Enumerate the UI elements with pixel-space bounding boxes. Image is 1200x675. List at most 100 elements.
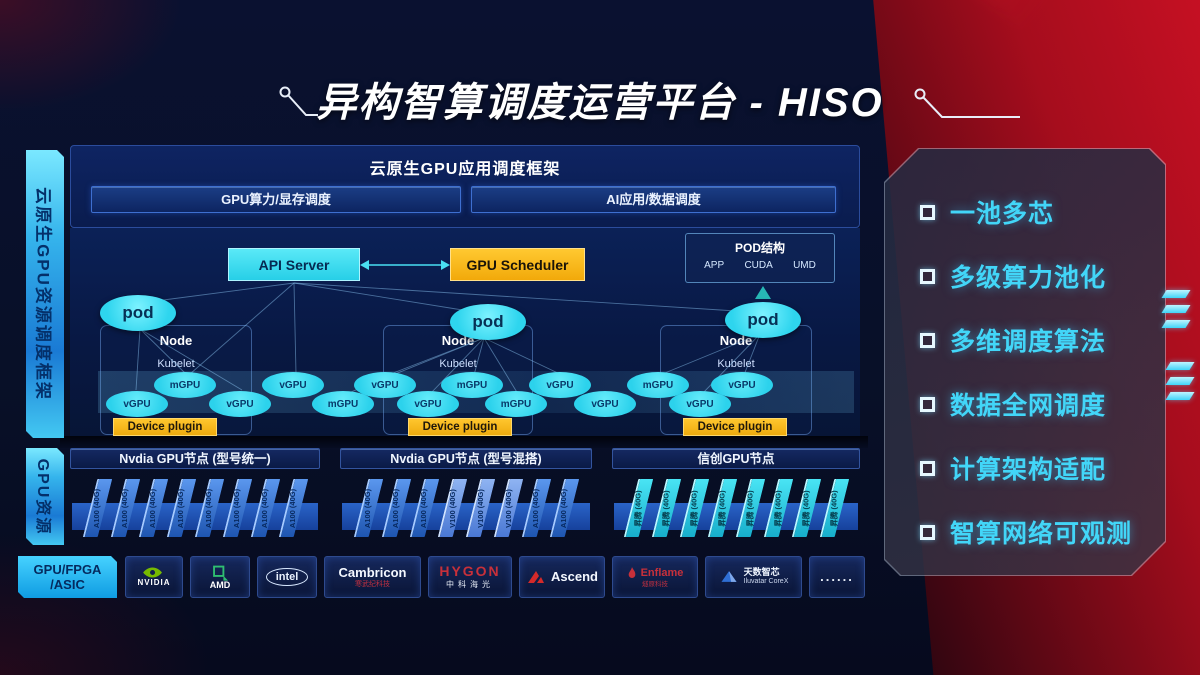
left-rail-gpu-label: GPU资源 xyxy=(34,458,51,535)
hazard-stripes-icon xyxy=(1165,362,1195,407)
gpu-node-group-title: Nvdia GPU节点 (型号统一) xyxy=(70,448,320,469)
horizontal-separator xyxy=(60,436,868,448)
gpu-ellipse: vGPU xyxy=(397,391,459,417)
kubelet-label: Kubelet xyxy=(439,358,477,370)
hardware-type-line1: GPU/FPGA xyxy=(33,562,102,577)
gpu-card: 昇腾 (40G) xyxy=(679,479,709,537)
device-plugin-3: Device plugin xyxy=(683,418,787,436)
gpu-ellipse: vGPU xyxy=(354,372,416,398)
feature-item: 一池多芯 xyxy=(920,192,1132,232)
gpu-ellipse: mGPU xyxy=(441,372,503,398)
gpu-scheduler-box: GPU Scheduler xyxy=(450,248,585,281)
square-bullet-icon xyxy=(920,205,935,220)
cambricon-logo: Cambricon 寒武纪科技 xyxy=(324,556,421,598)
app-scheduling-frame: 云原生GPU应用调度框架 GPU算力/显存调度 AI应用/数据调度 xyxy=(70,145,860,228)
left-rail-gpu-bar: GPU资源 xyxy=(26,448,64,545)
gpu-card: 昇腾 (40G) xyxy=(791,479,821,537)
gpu-ellipse: vGPU xyxy=(106,391,168,417)
square-bullet-icon xyxy=(920,461,935,476)
gpu-card: A100 (40G) xyxy=(278,479,308,537)
square-bullet-icon xyxy=(920,333,935,348)
gpu-card: A100 (40G) xyxy=(166,479,196,537)
hardware-type-line2: /ASIC xyxy=(50,577,85,592)
pod-structure-arrow-icon xyxy=(755,286,771,299)
more-vendors-box: ...... xyxy=(809,556,865,598)
gpu-ellipse: vGPU xyxy=(209,391,271,417)
app-frame-title: 云原生GPU应用调度框架 xyxy=(369,161,561,178)
node-label: Node xyxy=(719,333,753,348)
nvidia-eye-icon xyxy=(143,567,162,578)
kubelet-label: Kubelet xyxy=(101,358,251,370)
gpu-ellipse: mGPU xyxy=(312,391,374,417)
vendor-logo-row: NVIDIA AMD intel Cambricon 寒武纪科技 HYGON 中… xyxy=(125,556,865,598)
pod-ellipse-1: pod xyxy=(100,295,176,331)
feature-panel-background xyxy=(885,149,1165,575)
gpu-node-group-uniform: Nvdia GPU节点 (型号统一) A100 (40G) A100 (40G)… xyxy=(70,448,320,545)
pod-structure-title: POD结构 xyxy=(734,241,785,255)
feature-item: 多级算力池化 xyxy=(920,256,1132,296)
pod-structure-item-cuda: CUDA xyxy=(744,260,773,271)
gpu-rack-bar xyxy=(342,503,590,530)
nvidia-logo: NVIDIA xyxy=(125,556,183,598)
gpu-ellipse: vGPU xyxy=(529,372,591,398)
amd-arrow-icon xyxy=(213,565,229,581)
pod-ellipse-2: pod xyxy=(450,304,526,340)
kubelet-label: Kubelet xyxy=(717,358,755,370)
left-rail-framework-bar: 云原生GPU资源调度框架 xyxy=(26,150,64,438)
hazard-stripes-icon xyxy=(1161,290,1191,335)
pod-ellipse-3: pod xyxy=(725,302,801,338)
page-title: 异构智算调度运营平台 - HISO xyxy=(316,81,884,125)
gpu-card: A100 (40G) xyxy=(250,479,280,537)
pod-structure-item-app: APP xyxy=(704,260,725,271)
feature-item: 智算网络可观测 xyxy=(920,512,1132,552)
amd-logo: AMD xyxy=(190,556,250,598)
gpu-ellipse: vGPU xyxy=(574,391,636,417)
feature-item: 多维调度算法 xyxy=(920,320,1132,360)
iluvatar-triangle-icon xyxy=(721,571,737,583)
gpu-card: V100 (40G) xyxy=(465,479,495,537)
square-bullet-icon xyxy=(920,525,935,540)
enflame-flame-icon xyxy=(628,567,635,578)
circuit-decoration-left xyxy=(279,86,318,116)
gpu-ellipse: vGPU xyxy=(669,391,731,417)
square-bullet-icon xyxy=(920,397,935,412)
square-bullet-icon xyxy=(920,269,935,284)
gpu-card: A100 (40G) xyxy=(110,479,140,537)
gpu-card: 昇腾 (40G) xyxy=(651,479,681,537)
pod-structure-box: POD结构 APP CUDA UMD xyxy=(685,233,835,283)
gpu-ellipse: mGPU xyxy=(154,372,216,398)
gpu-card: 昇腾 (40G) xyxy=(623,479,653,537)
ascend-logo: Ascend xyxy=(519,556,605,598)
gpu-card: 昇腾 (40G) xyxy=(763,479,793,537)
device-plugin-2: Device plugin xyxy=(408,418,512,436)
iluvatar-logo: 天数智芯 Iluvatar CoreX xyxy=(705,556,802,598)
device-plugin-1: Device plugin xyxy=(113,418,217,436)
enflame-logo: Enflame 燧原科技 xyxy=(612,556,698,598)
intel-logo: intel xyxy=(257,556,317,598)
hardware-type-box: GPU/FPGA /ASIC xyxy=(18,556,117,598)
gpu-card: A100 (40G) xyxy=(194,479,224,537)
gpu-node-group-xinchuang: 信创GPU节点 昇腾 (40G) 昇腾 (40G) 昇腾 (40G) 昇腾 (4… xyxy=(612,448,860,545)
feature-item: 计算架构适配 xyxy=(920,448,1132,488)
feature-panel: 一池多芯 多级算力池化 多维调度算法 数据全网调度 计算架构适配 智算网络可观测 xyxy=(884,148,1166,576)
circuit-decoration-right xyxy=(914,88,1020,118)
gpu-node-group-title: Nvdia GPU节点 (型号混搭) xyxy=(340,448,592,469)
scheduling-diagram-area: Node Kubelet Node Kubelet Node Kubelet p… xyxy=(70,228,860,445)
gpu-compute-scheduling-button: GPU算力/显存调度 xyxy=(91,186,461,213)
gpu-card: A100 (40G) xyxy=(549,479,579,537)
gpu-card: V100 (40G) xyxy=(437,479,467,537)
gpu-card: A100 (40G) xyxy=(82,479,112,537)
gpu-node-group-mixed: Nvdia GPU节点 (型号混搭) A100 (40G) A100 (40G)… xyxy=(340,448,592,545)
gpu-card: A100 (40G) xyxy=(521,479,551,537)
gpu-ell: vGPU xyxy=(711,372,773,398)
gpu-card: A100 (40G) xyxy=(353,479,383,537)
gpu-ellipse: mGPU xyxy=(485,391,547,417)
hygon-logo: HYGON 中科海光 xyxy=(428,556,512,598)
gpu-card: 昇腾 (40G) xyxy=(819,479,849,537)
gpu-card: A100 (40G) xyxy=(381,479,411,537)
gpu-card: 昇腾 (40G) xyxy=(707,479,737,537)
ai-data-scheduling-button: AI应用/数据调度 xyxy=(471,186,836,213)
pod-structure-item-umd: UMD xyxy=(793,260,816,271)
gpu-ellipse: vGPU xyxy=(262,372,324,398)
node-label: Node xyxy=(159,333,193,348)
